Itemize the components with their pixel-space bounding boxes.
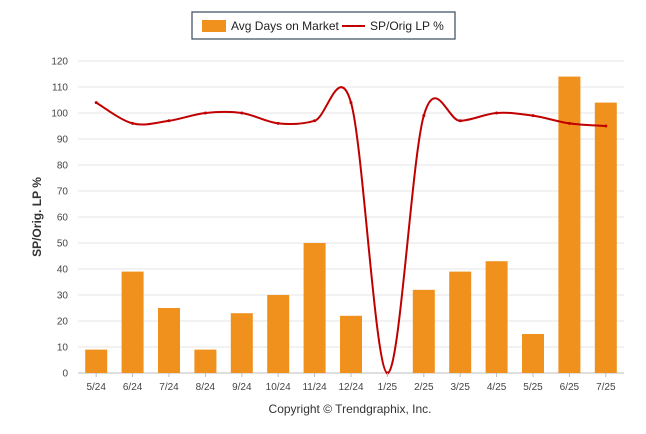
y-tick-label: 70 [57, 187, 69, 198]
y-tick-label: 20 [57, 317, 69, 328]
bar [158, 308, 180, 373]
bar [558, 76, 581, 373]
y-tick-label: 0 [62, 369, 68, 380]
legend-swatch-bar [202, 20, 226, 32]
legend-label-bar: Avg Days on Market [231, 19, 339, 33]
bar [594, 102, 617, 373]
y-tick-label: 40 [57, 265, 69, 276]
x-tick-label: 8/24 [196, 382, 216, 393]
x-tick-label: 3/25 [450, 382, 470, 393]
y-tick-label: 110 [52, 83, 68, 94]
legend-box [191, 11, 456, 40]
bar [412, 289, 435, 373]
line-series [94, 86, 608, 375]
x-axis-ticks: 5/24 6/24 7/24 8/24 9/24 10/24 11/24 12/24 1/25 2… [86, 373, 616, 393]
bar [267, 295, 290, 373]
bar [85, 349, 108, 373]
line-sp-orig-lp [95, 86, 606, 375]
bar [303, 243, 326, 373]
y-axis-title: SP/Orig. LP % [30, 177, 44, 257]
bar [485, 261, 508, 373]
line-point [167, 119, 171, 123]
x-tick-label: 1/25 [378, 382, 398, 393]
x-tick-label: 6/25 [560, 382, 580, 393]
x-tick-label: 5/25 [523, 382, 543, 393]
y-tick-label: 80 [57, 161, 69, 172]
x-tick-label: 9/24 [232, 382, 252, 393]
x-tick-label: 11/24 [302, 382, 327, 393]
x-tick-label: 10/24 [266, 382, 291, 393]
line-point [495, 111, 499, 115]
bar [230, 313, 253, 373]
bar [340, 315, 362, 373]
line-point [131, 121, 135, 125]
bar [449, 271, 472, 373]
line-point [422, 114, 426, 118]
line-point [240, 111, 244, 115]
legend-label-line: SP/Orig LP % [370, 19, 444, 33]
y-tick-label: 50 [57, 239, 69, 250]
line-point [349, 101, 353, 105]
y-tick-label: 90 [57, 135, 69, 146]
line-point [458, 119, 462, 123]
line-point [531, 114, 535, 118]
copyright-text: Copyright © Trendgraphix, Inc. [269, 402, 432, 416]
line-point [567, 121, 571, 125]
line-point [604, 124, 608, 128]
y-tick-label: 120 [51, 57, 68, 68]
y-tick-label: 30 [57, 291, 69, 302]
bar [522, 334, 544, 373]
x-tick-label: 4/25 [487, 382, 507, 393]
line-point [276, 121, 280, 125]
y-tick-label: 10 [57, 343, 69, 354]
x-tick-label: 2/25 [414, 382, 434, 393]
y-tick-label: 100 [51, 109, 68, 120]
x-tick-label: 6/24 [123, 382, 143, 393]
bar-series [85, 76, 617, 373]
x-tick-label: 7/25 [596, 382, 616, 393]
line-point [313, 119, 317, 123]
x-tick-label: 12/24 [338, 382, 363, 393]
y-axis-ticks: 0 10 20 30 40 50 60 70 80 90 100 110 120 [51, 57, 68, 380]
y-tick-label: 60 [57, 213, 69, 224]
line-point [94, 101, 98, 105]
x-tick-label: 5/24 [86, 382, 106, 393]
bar [194, 349, 217, 373]
bar [121, 271, 144, 373]
x-tick-label: 7/24 [159, 382, 179, 393]
line-point [203, 111, 207, 115]
legend: Avg Days on Market SP/Orig LP % [191, 11, 456, 40]
